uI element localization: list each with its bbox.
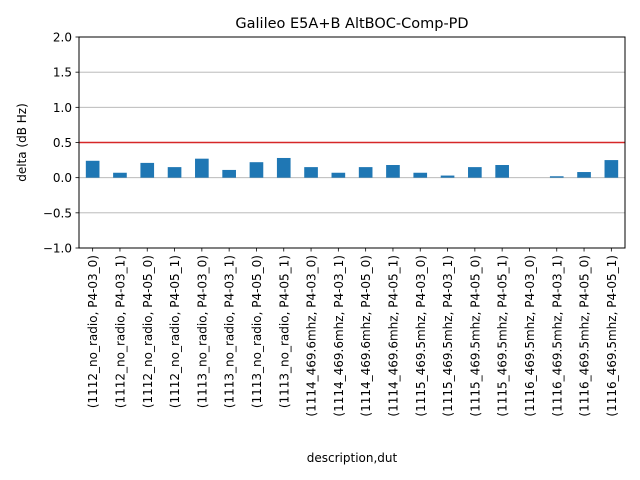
y-tick-label: 0.5 [53,136,72,150]
bar [386,165,400,178]
y-tick-label: −1.0 [43,242,72,256]
x-tick-label: (1113_no_radio, P4-03_0) [195,255,209,408]
x-axis: (1112_no_radio, P4-03_0) (1112_no_radio, … [86,248,619,417]
x-tick-label: (1116_469.5mhz, P4-03_1) [550,255,564,417]
x-tick-label: (1116_469.5mhz, P4-03_0) [523,255,537,417]
bar [549,176,564,178]
x-axis-label: description,dut [307,451,398,465]
bar [140,162,155,178]
bar [413,172,428,178]
y-tick-label: 2.0 [53,31,72,45]
bar [276,157,291,178]
y-axis: −1.0 −0.5 0.0 0.5 1.0 1.5 2.0 [43,31,79,256]
x-tick-label: (1114_469.6mhz, P4-03_1) [332,255,346,417]
x-tick-label: (1112_no_radio, P4-05_0) [141,255,155,408]
bar [495,165,509,178]
x-tick-label: (1115_469.5mhz, P4-05_1) [496,255,510,417]
bar [304,167,318,178]
bar [577,172,591,178]
x-tick-label: (1114_469.6mhz, P4-03_0) [305,255,319,417]
x-tick-label: (1112_no_radio, P4-03_1) [113,255,127,408]
bar [440,175,455,178]
y-tick-label: 1.5 [53,66,72,80]
bar [167,167,182,178]
bar [249,162,264,178]
x-tick-label: (1114_469.6mhz, P4-05_0) [359,255,373,417]
bar [222,169,236,178]
chart-title: Galileo E5A+B AltBOC-Comp-PD [235,16,468,32]
x-tick-label: (1115_469.5mhz, P4-03_0) [414,255,428,417]
bar [358,167,373,178]
bar [468,167,482,178]
bar [113,172,127,178]
x-tick-label: (1116_469.5mhz, P4-05_0) [578,255,592,417]
y-tick-label: −0.5 [43,206,72,220]
x-tick-label: (1112_no_radio, P4-03_0) [86,255,100,408]
bar [195,158,209,178]
bar [331,172,346,178]
x-tick-label: (1112_no_radio, P4-05_1) [168,255,182,408]
y-tick-label: 0.0 [53,171,72,185]
x-tick-label: (1113_no_radio, P4-05_0) [250,255,264,408]
y-axis-label: delta (dB Hz) [15,103,29,182]
y-tick-label: 1.0 [53,101,72,115]
plot-frame [78,36,626,249]
x-tick-label: (1115_469.5mhz, P4-05_0) [468,255,482,417]
bars [85,157,619,178]
x-tick-label: (1113_no_radio, P4-03_1) [223,255,237,408]
x-tick-label: (1114_469.6mhz, P4-05_1) [386,255,400,417]
x-tick-label: (1113_no_radio, P4-05_1) [277,255,291,408]
x-tick-label: (1116_469.5mhz, P4-05_1) [605,255,619,417]
bar [604,160,619,178]
bar [85,160,100,178]
x-tick-label: (1115_469.5mhz, P4-03_1) [441,255,455,417]
